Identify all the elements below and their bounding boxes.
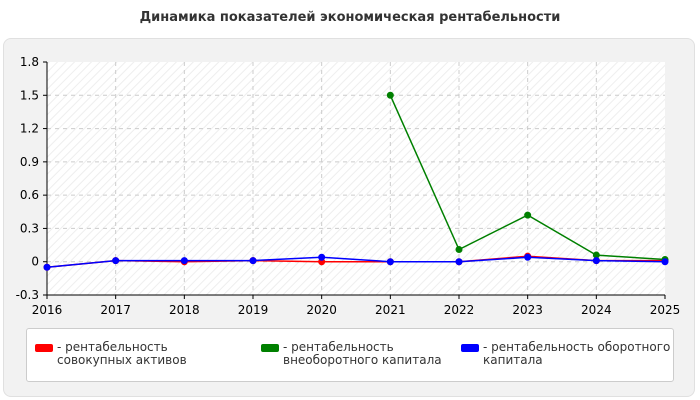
series-point-2 bbox=[43, 263, 51, 271]
y-tick-label: -0.3 bbox=[16, 288, 39, 302]
x-tick-label: 2017 bbox=[100, 303, 131, 317]
x-tick-label: 2018 bbox=[169, 303, 200, 317]
legend-item-current-capital: - рентабельность оборотного капитала bbox=[461, 341, 671, 367]
series-point-2 bbox=[249, 257, 257, 265]
x-tick-label: 2025 bbox=[650, 303, 681, 317]
legend-swatch bbox=[261, 344, 279, 352]
series-point-1 bbox=[455, 246, 463, 254]
series-point-2 bbox=[661, 258, 669, 266]
legend: - рентабельность совокупных активов - ре… bbox=[26, 328, 674, 382]
chart-title: Динамика показателей экономическая рента… bbox=[139, 10, 561, 25]
series-line-2 bbox=[46, 256, 666, 269]
legend-item-total-assets: - рентабельность совокупных активов bbox=[35, 341, 245, 367]
x-tick-label: 2023 bbox=[512, 303, 543, 317]
series-point-2 bbox=[455, 258, 463, 266]
legend-item-noncurrent-capital: - рентабельность внеоборотного капитала bbox=[261, 341, 451, 367]
y-tick-label: 1.8 bbox=[20, 55, 39, 69]
series-point-1 bbox=[524, 211, 532, 219]
plot-background bbox=[47, 62, 665, 295]
y-tick-label: 0.3 bbox=[20, 221, 39, 235]
series bbox=[43, 91, 669, 271]
y-tick-label: 0.6 bbox=[20, 188, 39, 202]
y-tick-label: 1.5 bbox=[20, 88, 39, 102]
x-tick-label: 2019 bbox=[238, 303, 269, 317]
series-point-2 bbox=[318, 253, 326, 261]
legend-swatch bbox=[461, 344, 479, 352]
legend-swatch bbox=[35, 344, 53, 352]
series-point-2 bbox=[180, 257, 188, 265]
x-tick-label: 2021 bbox=[375, 303, 406, 317]
x-tick-label: 2020 bbox=[306, 303, 337, 317]
x-tick-label: 2022 bbox=[444, 303, 475, 317]
legend-label: - рентабельность внеоборотного капитала bbox=[283, 340, 442, 367]
series-point-2 bbox=[112, 257, 120, 265]
x-tick-label: 2016 bbox=[32, 303, 63, 317]
series-point-2 bbox=[524, 253, 532, 261]
y-tick-label: 0 bbox=[31, 255, 39, 269]
y-tick-label: 1.2 bbox=[20, 122, 39, 136]
series-point-1 bbox=[386, 91, 394, 99]
legend-label: - рентабельность совокупных активов bbox=[57, 340, 187, 367]
legend-label: - рентабельность оборотного капитала bbox=[483, 340, 671, 367]
series-point-2 bbox=[592, 257, 600, 265]
y-tick-label: 0.9 bbox=[20, 155, 39, 169]
series-point-2 bbox=[386, 258, 394, 266]
x-tick-label: 2024 bbox=[581, 303, 612, 317]
